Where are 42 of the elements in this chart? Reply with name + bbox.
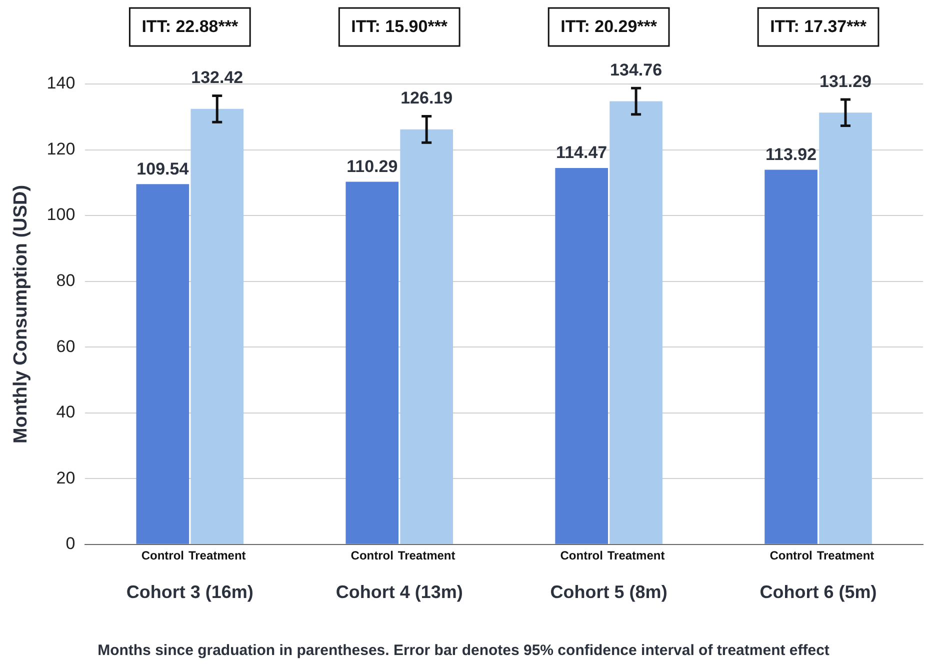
series-label: Control xyxy=(141,548,184,563)
bar xyxy=(764,170,818,544)
data-label: 132.42 xyxy=(191,68,244,88)
text: Months since graduation in parentheses. Error bar denotes 95% confidence interval of treatment effect xyxy=(98,642,830,660)
y-tick-label: 0 xyxy=(66,534,76,554)
series-label: Treatment xyxy=(398,548,456,563)
text: Control xyxy=(350,548,394,563)
y-tick-label: 100 xyxy=(46,205,76,224)
text: Control xyxy=(560,548,603,563)
text: ITT: 20.29*** xyxy=(560,17,658,36)
data-label: 134.76 xyxy=(610,60,662,80)
x-tick-label: Cohort 6 (5m) xyxy=(760,582,877,602)
data-label: 131.29 xyxy=(820,72,872,91)
text: ITT: 17.37*** xyxy=(770,17,867,36)
y-tick-label: 20 xyxy=(56,468,76,488)
y-tick-label: 80 xyxy=(56,271,76,290)
data-label: 114.47 xyxy=(556,143,608,162)
data-label: 109.54 xyxy=(136,159,190,178)
data-label: 126.19 xyxy=(400,88,453,108)
bar xyxy=(555,168,608,544)
bar xyxy=(346,182,399,544)
text: Control xyxy=(770,548,812,563)
y-tick-label: 40 xyxy=(56,402,76,422)
bar xyxy=(136,184,190,544)
y-axis-title: Monthly Consumption (USD) xyxy=(10,184,32,444)
text: Treatment xyxy=(607,548,665,563)
data-label: 110.29 xyxy=(346,156,398,176)
text: Treatment xyxy=(816,548,874,563)
y-tick-label: 60 xyxy=(56,336,76,356)
y-tick-label: 140 xyxy=(46,74,76,93)
text: ITT: 22.88*** xyxy=(142,17,238,36)
bar xyxy=(819,112,872,544)
bar xyxy=(400,129,453,544)
x-tick-label: Cohort 3 (16m) xyxy=(126,582,254,602)
bar xyxy=(610,101,662,544)
text: ITT: 15.90*** xyxy=(351,17,448,36)
x-tick-label: Cohort 5 (8m) xyxy=(550,582,668,602)
x-tick-label: Cohort 4 (13m) xyxy=(336,582,463,602)
bar xyxy=(190,108,244,544)
data-label: 113.92 xyxy=(766,144,817,164)
y-tick-label: 120 xyxy=(46,139,76,158)
text: Treatment xyxy=(188,548,246,563)
